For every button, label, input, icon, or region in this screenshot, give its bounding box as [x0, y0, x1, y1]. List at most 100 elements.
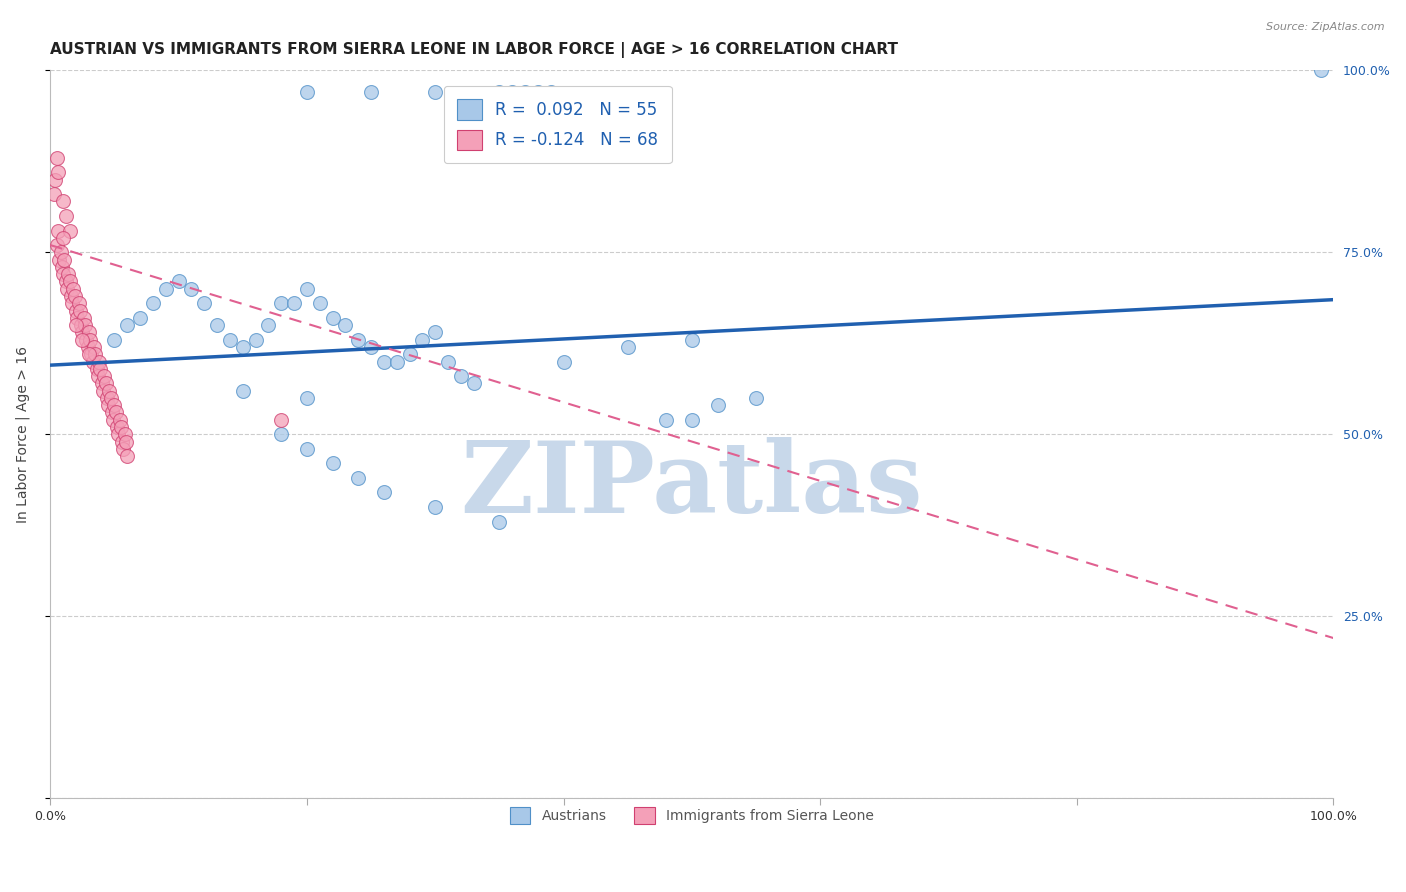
Point — [411, 333, 433, 347]
Point — [45, 151, 67, 165]
Point — [76, 340, 98, 354]
Point — [58, 223, 80, 237]
Point — [62, 282, 84, 296]
Legend: Austrians, Immigrants from Sierra Leone: Austrians, Immigrants from Sierra Leone — [499, 796, 886, 835]
Point — [155, 282, 177, 296]
Text: AUSTRIAN VS IMMIGRANTS FROM SIERRA LEONE IN LABOR FORCE | AGE > 16 CORRELATION C: AUSTRIAN VS IMMIGRANTS FROM SIERRA LEONE… — [51, 42, 898, 58]
Point — [67, 296, 90, 310]
Point — [44, 172, 66, 186]
Point — [360, 340, 382, 354]
Point — [112, 442, 135, 456]
Point — [270, 427, 292, 442]
Point — [75, 333, 97, 347]
Point — [270, 296, 292, 310]
Point — [86, 361, 108, 376]
Point — [232, 340, 254, 354]
Point — [52, 231, 75, 245]
Point — [73, 318, 96, 332]
Point — [114, 427, 136, 442]
Point — [87, 354, 110, 368]
Point — [80, 347, 103, 361]
Point — [72, 326, 94, 340]
Point — [513, 85, 536, 99]
Point — [1309, 63, 1331, 78]
Point — [501, 85, 523, 99]
Point — [73, 310, 96, 325]
Point — [49, 245, 72, 260]
Point — [425, 85, 447, 99]
Point — [46, 223, 69, 237]
Point — [245, 333, 267, 347]
Point — [70, 318, 93, 332]
Point — [706, 398, 728, 412]
Point — [83, 340, 105, 354]
Point — [65, 318, 87, 332]
Point — [53, 252, 76, 267]
Point — [55, 209, 77, 223]
Point — [103, 333, 125, 347]
Point — [77, 326, 100, 340]
Point — [110, 420, 132, 434]
Point — [745, 391, 768, 405]
Point — [463, 376, 485, 391]
Point — [295, 282, 318, 296]
Point — [103, 398, 125, 412]
Point — [117, 318, 139, 332]
Point — [180, 282, 202, 296]
Point — [100, 391, 122, 405]
Point — [77, 347, 100, 361]
Point — [398, 347, 420, 361]
Point — [59, 289, 82, 303]
Point — [84, 347, 107, 361]
Point — [63, 289, 86, 303]
Point — [60, 296, 83, 310]
Point — [90, 376, 112, 391]
Point — [655, 413, 678, 427]
Point — [117, 449, 139, 463]
Point — [295, 391, 318, 405]
Point — [681, 413, 703, 427]
Point — [488, 85, 510, 99]
Point — [322, 310, 344, 325]
Point — [103, 413, 125, 427]
Point — [450, 369, 472, 384]
Point — [295, 85, 318, 99]
Point — [52, 194, 75, 209]
Point — [295, 442, 318, 456]
Y-axis label: In Labor Force | Age > 16: In Labor Force | Age > 16 — [15, 346, 30, 523]
Point — [79, 333, 101, 347]
Point — [360, 85, 382, 99]
Point — [553, 354, 575, 368]
Point — [105, 420, 128, 434]
Point — [373, 485, 395, 500]
Point — [425, 500, 447, 514]
Point — [488, 515, 510, 529]
Point — [96, 391, 118, 405]
Point — [347, 333, 370, 347]
Point — [425, 326, 447, 340]
Point — [437, 354, 460, 368]
Point — [52, 267, 75, 281]
Point — [56, 282, 79, 296]
Point — [347, 471, 370, 485]
Point — [373, 354, 395, 368]
Point — [283, 296, 305, 310]
Point — [45, 238, 67, 252]
Point — [87, 369, 110, 384]
Point — [335, 318, 357, 332]
Point — [385, 354, 408, 368]
Point — [82, 354, 104, 368]
Point — [616, 340, 638, 354]
Point — [232, 384, 254, 398]
Point — [681, 333, 703, 347]
Text: Source: ZipAtlas.com: Source: ZipAtlas.com — [1267, 22, 1385, 32]
Point — [66, 310, 89, 325]
Point — [129, 310, 152, 325]
Point — [193, 296, 215, 310]
Point — [527, 85, 550, 99]
Point — [46, 165, 69, 179]
Point — [89, 361, 111, 376]
Point — [44, 187, 66, 202]
Point — [167, 275, 190, 289]
Point — [51, 260, 73, 274]
